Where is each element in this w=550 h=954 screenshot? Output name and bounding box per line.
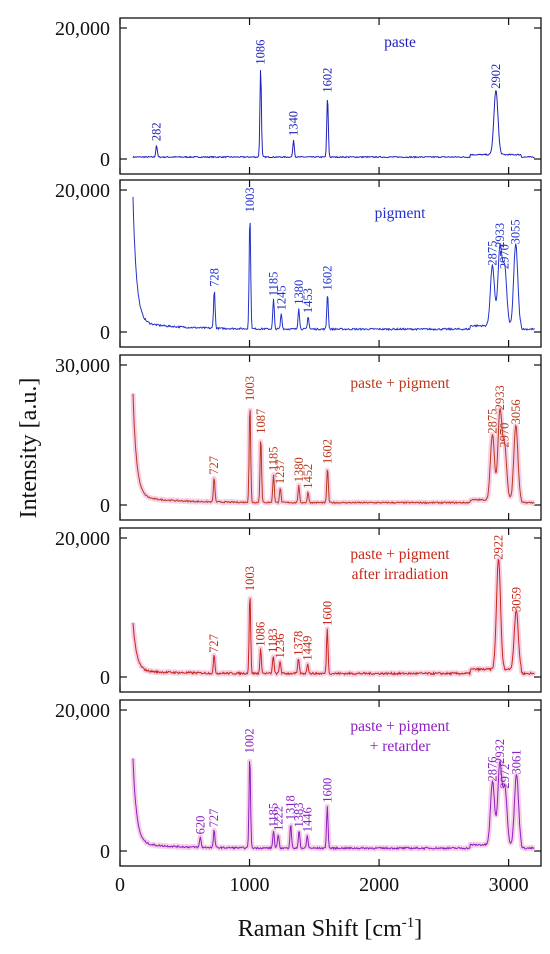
peak-label: 3056 [509,399,523,424]
spectrum-line [132,558,535,677]
panel-label: paste [384,34,416,51]
y-tick-label: 20,000 [55,180,110,202]
x-axis-title: Raman Shift [cm-1] [238,915,422,942]
panel-1: 0 20,000 282 1086 1340 1602 2902 paste [55,17,542,175]
y-tick-label: 20,000 [55,528,110,550]
peak-label: 1452 [301,464,315,489]
peak-label: 282 [150,122,164,141]
peak-label: 1185 [267,446,281,471]
peak-label: 620 [193,816,207,835]
peak-label: 1003 [243,187,257,212]
x-tick-label: 3000 [489,874,529,896]
peak-label: 1453 [301,288,315,313]
peak-label: 1222 [271,806,285,831]
peak-label: 2970 [498,244,512,269]
peak-label: 1002 [243,728,257,753]
y-tick-label: 0 [100,322,110,344]
panel-frame [119,527,542,693]
peak-label: 1003 [243,566,257,591]
peak-label: 2902 [489,64,503,89]
peak-label: 3059 [509,587,523,612]
peak-label: 2933 [493,385,507,410]
x-tick-label: 2000 [359,874,399,896]
panel-label: + retarder [370,738,432,755]
peak-label: 1449 [301,636,315,661]
peak-label: 2875 [485,409,499,434]
peak-label: 1236 [273,633,287,658]
peak-label: 1600 [320,778,334,803]
y-axis-title: Intensity [a.u.] [16,378,42,519]
y-tick-label: 0 [100,667,110,689]
peak-label: 1378 [292,631,306,656]
y-tick-label: 0 [100,149,110,171]
panel-frame [119,354,542,521]
peak-label: 727 [207,456,221,475]
panel-label: paste + pigment [350,546,450,563]
x-tick-labels: 0 1000 2000 3000 [115,874,529,896]
peak-label: 2875 [485,241,499,266]
peak-label: 1602 [321,68,335,93]
peak-label: 2876 [486,757,500,782]
peak-label: 1185 [266,272,280,297]
peak-label: 1318 [284,795,298,820]
peak-label: 2932 [493,739,507,764]
peak-label: 1245 [274,285,288,310]
peak-label: 2922 [492,535,506,560]
spectrum-line [132,196,535,332]
y-tick-label: 30,000 [55,355,110,377]
panel-label: paste + pigment [350,375,450,392]
peak-label: 1087 [254,409,268,434]
peak-label: 1086 [254,622,268,647]
peak-label: 1446 [300,807,314,832]
panel-frame [119,17,542,175]
peak-label: 1602 [321,265,335,290]
peak-label: 1340 [287,111,301,136]
spectrum-line [132,758,535,851]
panel-frame [119,699,542,867]
peak-label: 3055 [509,219,523,244]
peak-label: 1003 [243,376,257,401]
peak-label: 1185 [266,803,280,828]
panel-label: pigment [375,205,426,222]
peak-label: 1600 [320,601,334,626]
peak-label: 1086 [254,40,268,65]
panels: 0 20,000 282 1086 1340 1602 2902 paste 0 20,000 72… [55,17,542,896]
spectrum-line [132,393,535,505]
panel-label: paste + pigment [350,718,450,735]
peak-label: 727 [207,809,221,828]
peak-label: 3061 [510,749,524,774]
spectrum-line [132,70,535,159]
peak-label: 1602 [321,439,335,464]
peak-label: 728 [207,268,221,287]
x-tick-label: 0 [115,874,125,896]
y-tick-label: 0 [100,841,110,863]
peak-label: 727 [207,634,221,653]
peak-label: 2970 [498,423,512,448]
peak-label: 1380 [292,457,306,482]
y-tick-label: 20,000 [55,700,110,722]
y-tick-label: 20,000 [55,18,110,40]
panel-frame [119,179,542,348]
peak-label: 1237 [273,459,287,484]
peak-label: 2933 [493,223,507,248]
x-tick-label: 1000 [230,874,270,896]
peak-label: 1383 [292,802,306,827]
peak-label: 1380 [292,280,306,305]
y-tick-label: 0 [100,495,110,517]
peak-label: 1183 [266,628,280,653]
peak-label: 2972 [498,764,512,789]
panel-label: after irradiation [352,566,449,583]
